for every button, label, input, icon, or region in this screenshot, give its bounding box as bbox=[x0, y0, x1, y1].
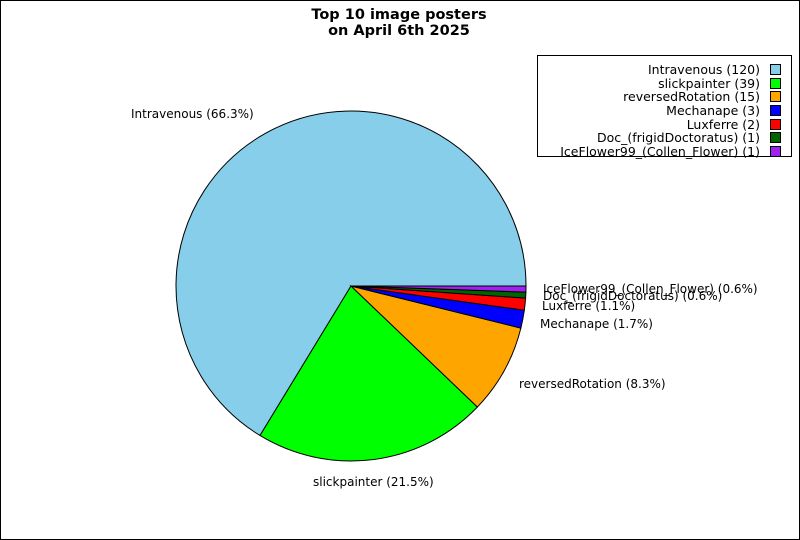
slice-label-iceflower99-collen-flower-: IceFlower99_(Collen_Flower) (0.6%) bbox=[543, 282, 758, 296]
pie-slice-reversedrotation bbox=[349, 285, 522, 408]
legend-item: slickpainter (39) bbox=[538, 75, 791, 91]
legend-swatch bbox=[770, 91, 781, 103]
legend-label: Luxferre (2) bbox=[686, 116, 760, 132]
legend-item: Luxferre (2) bbox=[538, 116, 791, 132]
legend-swatch bbox=[770, 118, 781, 130]
legend-label: Intravenous (120) bbox=[648, 62, 760, 78]
legend-item: Doc_(frigidDoctoratus) (1) bbox=[538, 130, 791, 146]
legend-label: slickpainter (39) bbox=[658, 75, 760, 91]
slice-label-slickpainter: slickpainter (21.5%) bbox=[313, 475, 434, 489]
pie-slice-intravenous bbox=[175, 110, 527, 437]
legend-swatch bbox=[770, 105, 781, 117]
legend-label: Mechanape (3) bbox=[666, 103, 760, 119]
chart-subtitle: on April 6th 2025 bbox=[328, 23, 470, 39]
pie-slice-iceflower99-collen-flower- bbox=[350, 285, 527, 293]
pie-slice-slickpainter bbox=[259, 285, 479, 462]
legend-swatch bbox=[770, 77, 781, 89]
slice-label-mechanape: Mechanape (1.7%) bbox=[540, 317, 653, 331]
legend-swatch bbox=[770, 132, 781, 144]
legend-label: Doc_(frigidDoctoratus) (1) bbox=[596, 130, 760, 146]
chart-title: Top 10 image posters bbox=[311, 7, 487, 23]
chart-legend: Intravenous (120) slickpainter (39) revers… bbox=[537, 55, 792, 159]
chart-title-block: Top 10 image posters on April 6th 2025 bbox=[1, 7, 797, 39]
legend-item: IceFlower99_(Collen_Flower) (1) bbox=[538, 143, 791, 159]
legend-item: Intravenous (120) bbox=[538, 62, 791, 78]
slice-label-doc-frigiddoctoratus-: Doc_(frigidDoctoratus) (0.6%) bbox=[543, 289, 722, 303]
legend-swatch bbox=[770, 145, 781, 157]
legend-label: IceFlower99_(Collen_Flower) (1) bbox=[560, 143, 760, 159]
legend-swatch bbox=[770, 64, 781, 76]
slice-label-luxferre: Luxferre (1.1%) bbox=[542, 299, 635, 313]
slice-label-intravenous: Intravenous (66.3%) bbox=[131, 107, 254, 121]
legend-item: reversedRotation (15) bbox=[538, 89, 791, 105]
slice-label-reversedrotation: reversedRotation (8.3%) bbox=[519, 377, 666, 391]
legend-item: Mechanape (3) bbox=[538, 103, 791, 119]
legend-label: reversedRotation (15) bbox=[623, 89, 760, 105]
